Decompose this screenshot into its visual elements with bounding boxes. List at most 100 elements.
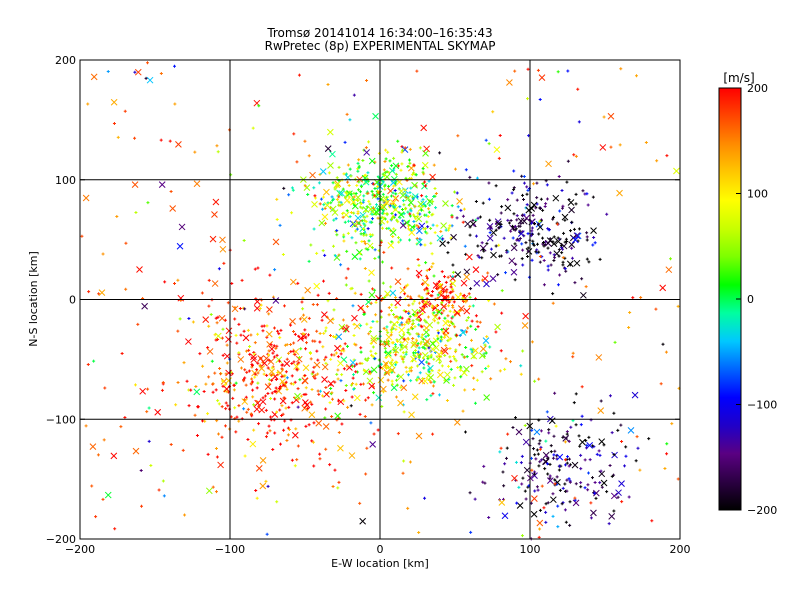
plus-marker [546,268,550,272]
plus-marker [481,278,485,282]
plus-marker [511,236,515,240]
plus-marker [592,235,596,239]
plus-marker [525,192,529,196]
plus-marker [570,220,574,224]
x-marker [275,356,283,364]
plus-marker [376,191,380,195]
plus-marker [431,289,435,293]
x-marker [560,242,568,250]
plus-marker [342,172,346,176]
plus-marker [499,446,503,450]
plus-marker [400,150,404,154]
plus-marker [370,189,374,193]
plus-marker [351,382,355,386]
plus-marker [518,236,522,240]
plus-marker [393,196,397,200]
x-marker [338,190,346,197]
plus-marker [342,233,346,237]
plus-marker [366,227,370,231]
plus-marker [311,370,315,374]
plus-marker [341,327,345,331]
plus-marker [261,396,265,400]
x-marker [531,472,538,479]
plus-marker [388,159,392,163]
plus-marker [439,290,443,294]
plus-marker [552,453,556,457]
plus-marker [568,523,572,527]
plus-marker [537,377,541,381]
plus-marker [393,207,397,211]
x-marker [550,240,558,248]
plus-marker [275,344,279,348]
plus-marker [296,281,300,285]
plus-marker [404,310,408,314]
x-marker [525,206,533,214]
plus-marker [350,395,354,399]
plus-marker [412,225,416,229]
plus-marker [449,320,453,324]
plus-marker [368,329,372,333]
plus-marker [433,319,437,323]
plus-marker [577,227,581,231]
plus-marker [278,359,282,363]
x-tick-label: 0 [377,543,384,556]
plus-marker [101,497,105,501]
plus-marker [281,363,285,367]
x-marker [304,286,312,294]
plus-marker [448,224,452,228]
plus-marker [340,373,344,377]
x-marker [136,266,143,273]
x-marker [598,470,606,478]
x-marker [146,76,154,84]
plus-marker [90,484,94,488]
x-marker [327,380,335,387]
chart-title: Tromsø 20141014 16:34:00–16:35:43 [267,26,493,40]
plus-marker [287,405,291,409]
plus-marker [489,377,493,381]
plus-marker [385,213,389,217]
plus-marker [451,263,455,267]
plus-marker [427,207,431,211]
plus-marker [406,506,410,510]
plus-marker [463,388,467,392]
plus-marker [415,378,419,382]
x-marker [482,337,490,344]
plus-marker [410,325,414,329]
plus-marker [303,373,307,377]
plus-marker [469,347,473,351]
plus-marker [385,328,389,332]
plus-marker [522,181,526,185]
x-marker [489,275,497,283]
x-marker [369,441,377,448]
plus-marker [363,414,367,418]
plus-marker [503,462,507,466]
plus-marker [564,269,568,273]
plus-marker [275,217,279,221]
plus-marker [390,164,394,168]
plus-marker [301,307,305,311]
plus-marker [267,378,271,382]
x-marker [253,304,261,312]
plus-marker [426,357,430,361]
plus-marker [542,283,546,287]
plus-marker [587,471,591,475]
plus-marker [566,455,570,459]
plus-marker [383,363,387,367]
x-marker [389,229,397,236]
plus-marker [537,442,541,446]
plus-marker [401,199,405,203]
plus-marker [364,398,368,402]
plus-marker [343,342,347,346]
plus-marker [348,118,352,122]
plus-marker [635,435,639,439]
x-marker [659,284,667,292]
plus-marker [530,468,534,472]
plus-marker [423,243,427,247]
x-marker [342,325,350,333]
x-marker [353,394,361,402]
x-marker [444,371,451,379]
x-marker [218,314,226,322]
plus-marker [333,468,337,472]
plus-marker [519,461,523,465]
plus-marker [396,220,400,224]
